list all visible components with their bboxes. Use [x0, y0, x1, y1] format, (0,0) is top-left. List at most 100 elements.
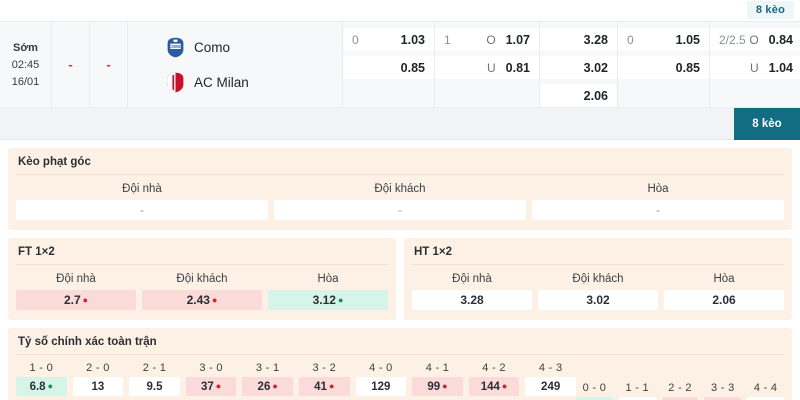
away-team-name: AC Milan [194, 74, 249, 90]
odd-cell[interactable]: 0 1.03 [343, 28, 434, 51]
trend-down-icon: ● [215, 381, 222, 391]
score-head-label: 3 - 1 [255, 362, 280, 374]
odd-value: 1.05 [675, 32, 700, 47]
score-head-label: 4 - 3 [538, 362, 563, 374]
ft-value-away[interactable]: 2.43 ● [142, 290, 262, 310]
ft-columns: Đội nhà 2.7 ● Đội khách 2.43 ● Hòa 3.12 ● [16, 269, 388, 310]
ht-1x2-panel: HT 1×2 Đội nhà 3.28 Đội khách 3.02 Hòa 2… [404, 238, 792, 320]
score-head-cell: 3 - 2 [299, 362, 350, 374]
corner-value-home[interactable]: - [16, 200, 268, 220]
score-away-cell: - [90, 22, 128, 107]
score-panel-title: Tỷ số chính xác toàn trận [16, 336, 784, 355]
match-row[interactable]: Sớm 02:45 16/01 - - COMO Como [0, 22, 800, 108]
odd-cell[interactable]: 3.28 [540, 28, 617, 51]
score-cell[interactable]: 4.8 [618, 397, 656, 400]
score-cell[interactable]: 37 ● [185, 377, 237, 396]
corner-column-away: Đội khách - [274, 179, 526, 220]
corner-value-away[interactable]: - [274, 200, 526, 220]
score-cell[interactable]: 249 [747, 397, 784, 400]
teams-column[interactable]: COMO Como AC Milan [128, 22, 343, 107]
ft-value-home[interactable]: 2.7 ● [16, 290, 136, 310]
match-time: 02:45 [11, 58, 40, 71]
corner-odds-panel: Kèo phạt góc Đội nhà - Đội khách - Hòa - [8, 148, 792, 230]
score-head-label: 3 - 3 [711, 382, 735, 394]
ht-value-home[interactable]: 3.28 [412, 290, 532, 310]
odd-cell[interactable]: 0.85 [618, 56, 709, 79]
score-head-cell: 3 - 1 [242, 362, 293, 374]
score-grid-left: 1 - 0 2 - 0 2 - 1 3 - 0 3 - 1 3 - 2 4 - … [16, 359, 576, 400]
score-cell[interactable]: 144 ● [468, 377, 520, 396]
score-head-row-left: 1 - 0 2 - 0 2 - 1 3 - 0 3 - 1 3 - 2 4 - … [16, 359, 576, 377]
odd-value: 0.85 [675, 60, 700, 75]
odd-cell-empty [435, 84, 539, 107]
odd-cell[interactable]: 0 1.05 [618, 28, 709, 51]
score-head-cell: 3 - 0 [186, 362, 237, 374]
odd-handicap: 1 [444, 32, 451, 47]
score-head-cell: 4 - 2 [469, 362, 520, 374]
odd-cell[interactable]: U 1.04 [710, 56, 800, 79]
mid-strip: 8 kèo [0, 108, 800, 140]
score-head-label: 3 - 0 [199, 362, 223, 374]
odd-value: 0.84 [768, 32, 793, 47]
match-time-column: Sớm 02:45 16/01 [0, 22, 52, 107]
trend-down-icon: ● [211, 294, 218, 305]
ft-column-away: Đội khách 2.43 ● [142, 269, 262, 310]
column-header: Đội khách [374, 183, 426, 195]
score-head-label: 0 - 0 [582, 382, 607, 394]
score-head-cell: 2 - 0 [73, 362, 124, 374]
score-cell[interactable]: 89● [704, 397, 742, 400]
odds-number: 6.8 [29, 380, 46, 393]
score-home-cell: - [52, 22, 90, 107]
trend-up-icon: ● [337, 294, 344, 305]
trend-down-icon: ● [442, 381, 448, 391]
score-cell[interactable]: 14.5● [661, 397, 699, 400]
score-head-cell: 2 - 2 [662, 382, 699, 394]
score-head-cell: 4 - 1 [412, 362, 463, 374]
score-cell[interactable]: 249 [525, 377, 576, 396]
odd-cell[interactable]: 0.85 [343, 56, 434, 79]
score-cell[interactable]: 129 [355, 377, 407, 396]
score-cell[interactable]: 6.8 ● [16, 377, 67, 396]
trend-down-icon: ● [328, 381, 335, 391]
corner-value-draw[interactable]: - [532, 200, 784, 220]
score-cell[interactable]: 13 [72, 377, 124, 396]
ht-columns: Đội nhà 3.28 Đội khách 3.02 Hòa 2.06 [412, 269, 784, 310]
score-head-cell: 2 - 1 [129, 362, 180, 374]
score-cell[interactable]: 26 ● [242, 377, 293, 396]
odds-group-one-x-two-ft: 3.28 3.02 2.06 [540, 22, 618, 107]
top-keo-badge[interactable]: 8 kèo [746, 1, 794, 19]
ft-column-draw: Hòa 3.12 ● [268, 269, 388, 310]
trend-down-icon: ● [82, 294, 89, 305]
ft-panel-title: FT 1×2 [16, 246, 388, 265]
odd-value: 2.06 [583, 88, 608, 103]
score-grid-right: 0 - 0 1 - 1 2 - 2 3 - 3 4 - 4 7.8● 4.8 1… [576, 359, 784, 400]
score-head-label: 2 - 1 [142, 362, 167, 374]
odds-number: 99 [427, 380, 441, 393]
odd-cell-empty [618, 84, 709, 107]
home-team-row[interactable]: COMO Como [166, 37, 342, 58]
score-head-label: 1 - 0 [29, 362, 54, 374]
score-cell[interactable]: 41 ● [298, 377, 350, 396]
ft-value-draw[interactable]: 3.12 ● [268, 290, 388, 310]
odds-number: 144 [480, 380, 500, 393]
exact-score-panel: Tỷ số chính xác toàn trận 1 - 0 2 - 0 2 … [8, 328, 792, 400]
score-head-label: 3 - 2 [312, 362, 337, 374]
trend-down-icon: ● [501, 381, 508, 391]
score-head-label: 4 - 4 [753, 382, 778, 394]
ht-value-draw[interactable]: 2.06 [664, 290, 784, 310]
score-cell[interactable]: 7.8● [576, 397, 613, 400]
corner-columns: Đội nhà - Đội khách - Hòa - [16, 179, 784, 220]
score-cell[interactable]: 9.5 [129, 377, 180, 396]
match-status: Sớm [13, 41, 38, 54]
mid-keo-badge[interactable]: 8 kèo [734, 108, 800, 140]
odd-cell[interactable]: 1 O 1.07 [435, 28, 539, 51]
odd-cell[interactable]: 3.02 [540, 56, 617, 79]
odd-cell[interactable]: U 0.81 [435, 56, 539, 79]
ht-value-away[interactable]: 3.02 [538, 290, 658, 310]
column-header: Hòa [713, 273, 735, 285]
score-cell[interactable]: 99 ● [412, 377, 463, 396]
odd-cell[interactable]: 2.06 [540, 84, 617, 107]
odd-handicap: 0 [627, 32, 634, 47]
odd-cell[interactable]: 2/2.5 O 0.84 [710, 28, 800, 51]
away-team-row[interactable]: AC Milan [166, 72, 342, 93]
